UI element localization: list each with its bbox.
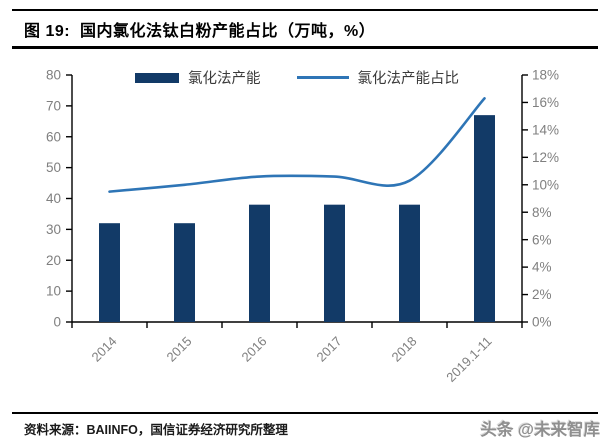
y-right-tick-label: 16% [532, 95, 559, 110]
y-right-tick-label: 12% [532, 150, 559, 165]
bar-2019.1-11 [474, 115, 495, 322]
y-right-tick-label: 14% [532, 122, 559, 137]
legend: 氯化法产能 氯化法产能占比 [72, 67, 522, 88]
y-left-tick-label: 80 [46, 68, 61, 83]
y-right-tick-label: 6% [532, 232, 552, 247]
legend-label-capacity: 氯化法产能 [188, 71, 261, 87]
legend-label-ratio: 氯化法产能占比 [357, 71, 460, 87]
x-category-label: 2015 [164, 334, 195, 365]
y-right-tick-label: 4% [532, 260, 552, 275]
y-left-tick-label: 30 [46, 222, 61, 237]
x-category-label: 2017 [314, 334, 345, 365]
watermark: 头条 @未来智库 [480, 421, 600, 439]
bar-2015 [174, 223, 195, 322]
y-left-tick-label: 60 [46, 129, 61, 144]
bar-2016 [249, 204, 270, 322]
y-left-tick-label: 50 [46, 160, 61, 175]
y-left-tick-label: 10 [46, 284, 61, 299]
x-category-label: 2016 [239, 334, 270, 365]
footer-divider [12, 412, 598, 414]
bar-series-swatch [135, 72, 179, 83]
figure-title: 图 19: 国内氯化法钛白粉产能占比（万吨，%） [24, 23, 376, 40]
y-left-tick-label: 0 [53, 315, 61, 330]
legend-item-capacity: 氯化法产能 [135, 67, 261, 88]
source-note: 资料来源：BAIINFO，国信证券经济研究所整理 [24, 423, 288, 437]
trend-line [108, 97, 486, 193]
y-left-tick-label: 40 [46, 191, 61, 206]
y-left-tick-label: 70 [46, 98, 61, 113]
line-series-swatch [296, 76, 349, 79]
bar-2014 [99, 223, 120, 322]
y-right-tick-label: 18% [532, 68, 559, 83]
x-category-label: 2019.1-11 [443, 334, 494, 385]
bar-2017 [324, 204, 345, 322]
y-right-tick-label: 2% [532, 287, 552, 302]
bar-2018 [399, 204, 420, 322]
top-divider [12, 9, 598, 11]
x-category-label: 2018 [389, 334, 420, 365]
title-divider [12, 46, 598, 49]
y-left-tick-label: 20 [46, 253, 61, 268]
y-right-tick-label: 0% [532, 315, 552, 330]
y-right-tick-label: 8% [532, 205, 552, 220]
x-category-label: 2014 [89, 334, 120, 365]
y-right-tick-label: 10% [532, 177, 559, 192]
legend-item-ratio: 氯化法产能占比 [296, 67, 460, 88]
